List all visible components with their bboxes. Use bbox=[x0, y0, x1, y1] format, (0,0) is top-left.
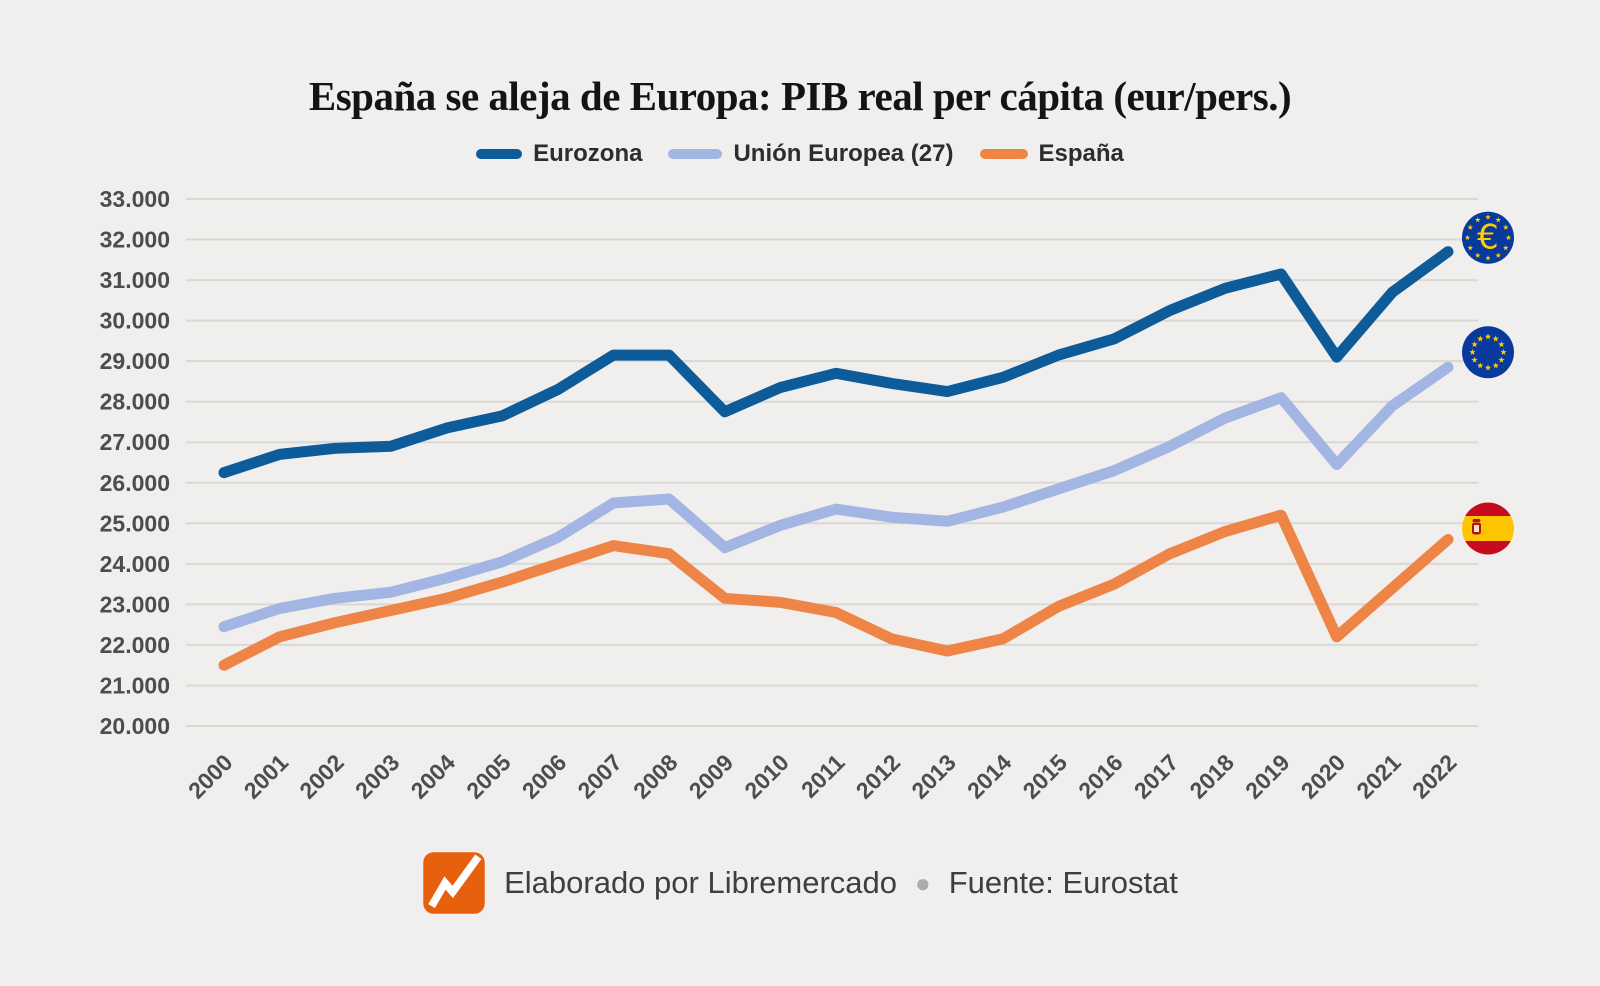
y-axis-tick-label: 22.000 bbox=[100, 632, 170, 658]
x-axis-tick-label: 2010 bbox=[739, 749, 794, 804]
eu-flag-circle bbox=[1462, 326, 1514, 379]
euro-coin-star-icon bbox=[1495, 252, 1502, 258]
euro-symbol-icon: € bbox=[1477, 218, 1499, 258]
euro-coin-badge: € bbox=[1462, 211, 1514, 264]
x-axis-tick-label: 2019 bbox=[1240, 749, 1295, 804]
x-axis-tick-label: 2008 bbox=[628, 749, 683, 804]
chart-legend: Eurozona Unión Europea (27) España bbox=[0, 140, 1600, 168]
y-axis-tick-label: 33.000 bbox=[100, 186, 170, 212]
y-axis-tick-label: 21.000 bbox=[100, 672, 170, 698]
euro-coin-star-icon bbox=[1464, 234, 1471, 241]
y-axis-tick-label: 32.000 bbox=[100, 227, 170, 253]
y-axis-tick-label: 30.000 bbox=[100, 308, 170, 334]
y-axis-tick-label: 24.000 bbox=[100, 551, 170, 577]
x-axis-tick-label: 2011 bbox=[796, 749, 850, 803]
legend-item-espa-a: España bbox=[979, 140, 1124, 168]
y-axis-tick-label: 25.000 bbox=[100, 510, 170, 536]
euro-coin-star-icon bbox=[1485, 214, 1491, 220]
euro-coin-star-icon bbox=[1505, 234, 1512, 241]
x-axis-tick-label: 2015 bbox=[1018, 749, 1073, 804]
eu-flag-star-icon bbox=[1498, 356, 1505, 363]
x-axis-tick-label: 2003 bbox=[350, 749, 405, 804]
legend-item-eurozona: Eurozona bbox=[476, 140, 642, 168]
x-axis-tick-label: 2020 bbox=[1296, 749, 1351, 804]
x-axis-tick-label: 2009 bbox=[684, 749, 739, 804]
eu-flag-star-icon bbox=[1492, 362, 1499, 369]
chart-title: España se aleja de Europa: PIB real per … bbox=[308, 73, 1292, 119]
x-axis-tick-label: 2018 bbox=[1184, 749, 1239, 804]
y-axis-tick-label: 31.000 bbox=[100, 267, 170, 293]
spain-flag-red-top bbox=[1462, 502, 1514, 517]
y-axis-tick-label: 28.000 bbox=[100, 389, 170, 415]
legend-item-uni-n-europea-27: Unión Europea (27) bbox=[668, 140, 954, 168]
legend-label: Eurozona bbox=[533, 140, 643, 167]
x-axis-tick-label: 2002 bbox=[294, 749, 349, 804]
euro-coin-star-icon bbox=[1495, 217, 1502, 223]
legend-label: Unión Europea (27) bbox=[733, 140, 954, 167]
x-axis-tick-label: 2000 bbox=[183, 749, 238, 804]
y-axis-tick-label: 27.000 bbox=[100, 429, 170, 455]
spain-crest-detail bbox=[1474, 525, 1479, 533]
eu-flag-star-icon bbox=[1500, 348, 1507, 355]
euro-coin-star-icon bbox=[1503, 245, 1509, 251]
legend-label: España bbox=[1038, 140, 1124, 167]
y-axis-tick-label: 23.000 bbox=[100, 591, 170, 617]
legend-swatch bbox=[979, 149, 1028, 159]
y-axis-tick-label: 29.000 bbox=[100, 348, 170, 374]
x-axis-tick-label: 2005 bbox=[461, 749, 516, 804]
x-axis-tick-label: 2017 bbox=[1129, 749, 1184, 804]
spain-flag-stripes bbox=[1462, 502, 1514, 555]
legend-swatch bbox=[668, 149, 723, 159]
euro-coin-star-icon bbox=[1485, 255, 1491, 261]
x-axis-tick-label: 2012 bbox=[851, 749, 906, 804]
spain-flag-red-bottom bbox=[1462, 541, 1514, 555]
x-axis-tick-label: 2016 bbox=[1073, 749, 1128, 804]
euro-coin-star-icon bbox=[1474, 217, 1481, 223]
series-line-eurozona bbox=[218, 246, 1454, 479]
euro-coin-star-icon bbox=[1467, 245, 1473, 251]
y-axis-tick-label: 26.000 bbox=[100, 470, 170, 496]
euro-coin-star-icon bbox=[1467, 224, 1473, 230]
x-axis-tick-label: 2006 bbox=[517, 749, 572, 804]
footer-source: Fuente: Eurostat bbox=[948, 865, 1178, 900]
series-line-espa-a bbox=[218, 509, 1454, 671]
x-axis-tick-label: 2013 bbox=[906, 749, 961, 804]
spain-flag-badge bbox=[1462, 502, 1514, 555]
logo-zigzag-chart-icon bbox=[428, 854, 482, 908]
eu-flag-star-icon bbox=[1492, 335, 1499, 342]
legend-swatch bbox=[476, 149, 523, 159]
eu-flag-star-icon bbox=[1471, 341, 1478, 348]
x-axis-tick-label: 2007 bbox=[572, 749, 627, 804]
footer-separator-dot: ● bbox=[915, 868, 931, 898]
eu-flag-star-icon bbox=[1477, 335, 1484, 342]
eu-flag-star-icon bbox=[1469, 348, 1476, 355]
eu-flag-badge bbox=[1462, 326, 1514, 379]
euro-coin-circle bbox=[1462, 211, 1514, 264]
footer: Elaborado por Libremercado ● Fuente: Eur… bbox=[0, 850, 1600, 916]
eu-flag-star-icon bbox=[1484, 333, 1492, 340]
euro-coin-star-icon bbox=[1474, 252, 1481, 258]
x-axis-tick-label: 2021 bbox=[1351, 749, 1406, 804]
spain-crest-crown bbox=[1472, 519, 1481, 523]
x-axis-tick-label: 2001 bbox=[239, 749, 294, 804]
eu-flag-star-icon bbox=[1498, 341, 1505, 348]
eu-flag-star-icon bbox=[1477, 362, 1484, 369]
eu-flag-star-icon bbox=[1484, 364, 1492, 371]
x-axis-tick-label: 2004 bbox=[406, 749, 461, 804]
y-axis-tick-label: 20.000 bbox=[100, 713, 170, 739]
euro-coin-star-icon bbox=[1503, 224, 1509, 230]
x-axis-tick-label: 2022 bbox=[1407, 749, 1462, 804]
series-line-uni-n-europea-27 bbox=[218, 361, 1454, 633]
eu-flag-star-icon bbox=[1471, 356, 1478, 363]
spain-flag-yellow-band bbox=[1462, 516, 1514, 542]
libremercado-logo bbox=[423, 852, 485, 914]
x-axis-tick-label: 2014 bbox=[962, 749, 1017, 804]
footer-credit: Elaborado por Libremercado bbox=[504, 865, 897, 900]
